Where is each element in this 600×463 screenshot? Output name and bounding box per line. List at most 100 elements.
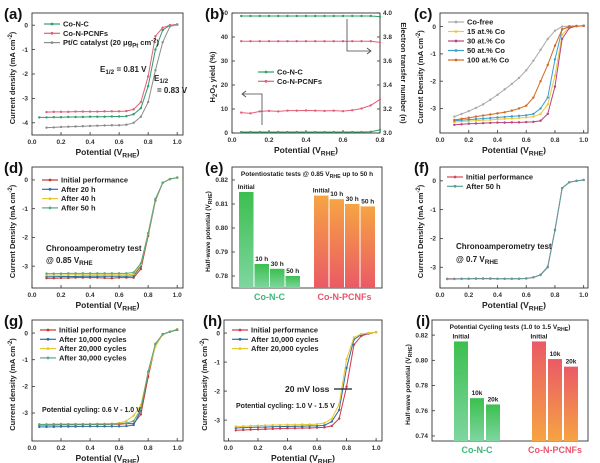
bar bbox=[564, 366, 578, 441]
x-tick-label: 0.4 bbox=[86, 139, 95, 146]
data-point bbox=[139, 267, 143, 271]
bar-label: Initial bbox=[238, 184, 255, 191]
data-point bbox=[330, 417, 333, 420]
y-tick-label: 10 bbox=[221, 106, 229, 113]
bar-label: 10k bbox=[550, 351, 561, 358]
data-point bbox=[517, 107, 521, 110]
data-point bbox=[560, 37, 564, 41]
bar-label: 10 h bbox=[330, 191, 343, 198]
data-point bbox=[474, 117, 478, 121]
data-point bbox=[510, 82, 514, 86]
annotation: = 0.83 V bbox=[157, 86, 188, 95]
data-point bbox=[249, 424, 252, 428]
data-point bbox=[314, 109, 317, 112]
y-tick-label: 0 bbox=[24, 330, 28, 337]
data-point bbox=[67, 425, 70, 428]
data-point bbox=[286, 109, 289, 112]
data-point bbox=[117, 115, 121, 118]
data-point bbox=[304, 109, 308, 112]
data-point bbox=[496, 118, 499, 121]
data-point bbox=[489, 121, 492, 125]
legend-marker bbox=[238, 328, 242, 332]
data-point bbox=[293, 423, 297, 426]
data-point bbox=[369, 104, 372, 107]
data-point bbox=[323, 424, 326, 427]
data-point bbox=[314, 14, 317, 18]
annotation: E1/2 = 0.81 V bbox=[100, 65, 147, 76]
data-point bbox=[264, 425, 267, 429]
data-point bbox=[110, 115, 114, 118]
legend-label: Initial performance bbox=[61, 176, 128, 185]
series-line bbox=[241, 40, 381, 43]
y-axis-right-label: Electron transfer number (n) bbox=[399, 22, 408, 124]
data-point bbox=[88, 423, 92, 426]
data-point bbox=[341, 109, 345, 113]
x-tick-label: 0.4 bbox=[301, 137, 310, 144]
data-point bbox=[67, 275, 70, 278]
y-tick-label: -1 bbox=[22, 47, 28, 54]
data-point bbox=[67, 272, 70, 275]
data-point bbox=[132, 108, 135, 111]
x-tick-label: 0.6 bbox=[115, 445, 124, 452]
bar bbox=[285, 275, 300, 288]
data-point bbox=[286, 14, 289, 18]
bar bbox=[270, 268, 285, 288]
data-point bbox=[103, 115, 106, 118]
data-point bbox=[67, 423, 70, 426]
data-point bbox=[496, 277, 499, 280]
data-point bbox=[467, 277, 470, 280]
y-tick-label: -2 bbox=[214, 388, 220, 395]
legend-marker bbox=[453, 175, 457, 179]
data-point bbox=[258, 14, 261, 18]
annotation: Chronoamperometry test bbox=[456, 242, 552, 251]
data-point bbox=[301, 423, 304, 426]
panel-label: (h) bbox=[203, 313, 222, 330]
data-point bbox=[553, 229, 557, 232]
data-point bbox=[175, 23, 179, 26]
series-co-n-pcnfs bbox=[240, 98, 382, 115]
bar-label: 30 h bbox=[271, 261, 284, 268]
data-point bbox=[154, 34, 157, 38]
data-point bbox=[38, 425, 41, 429]
legend-marker bbox=[48, 197, 52, 201]
y-right-tick-label: 4.0 bbox=[383, 10, 392, 17]
data-point bbox=[132, 274, 135, 278]
bar-label: Initial bbox=[531, 333, 548, 340]
data-point bbox=[45, 116, 48, 119]
data-point bbox=[52, 126, 55, 129]
data-point bbox=[74, 125, 77, 128]
data-point bbox=[267, 109, 271, 113]
legend-label: After 10,000 cycles bbox=[251, 335, 319, 344]
x-tick-label: 0.8 bbox=[144, 292, 153, 299]
series-pt-c-catalyst-20-g-pt-cm-2- bbox=[45, 23, 179, 129]
legend-marker bbox=[50, 41, 54, 44]
data-point bbox=[139, 262, 143, 265]
data-point bbox=[369, 14, 372, 18]
y-axis-label: Current density (mA cm-2) bbox=[8, 31, 17, 124]
data-point bbox=[117, 124, 121, 127]
data-point bbox=[503, 115, 506, 119]
bar-label: Initial bbox=[313, 188, 330, 195]
bar-label: Initial bbox=[453, 333, 470, 340]
data-point bbox=[474, 106, 478, 110]
data-point bbox=[352, 343, 356, 346]
data-point bbox=[45, 275, 48, 278]
data-point bbox=[59, 423, 63, 426]
data-point bbox=[256, 424, 260, 427]
y-tick-label: -3 bbox=[430, 264, 436, 271]
data-point bbox=[532, 96, 535, 99]
plot-frame bbox=[31, 166, 184, 289]
bar bbox=[360, 206, 375, 288]
data-point bbox=[460, 112, 463, 116]
data-point bbox=[168, 177, 172, 181]
x-tick-label: 0.6 bbox=[522, 292, 531, 299]
y-axis-label: Current density (mA cm-2) bbox=[8, 338, 17, 431]
data-point bbox=[546, 96, 549, 99]
y-right-tick-label: 3.6 bbox=[383, 58, 392, 65]
data-point bbox=[52, 110, 55, 114]
data-point bbox=[360, 14, 363, 18]
legend-marker bbox=[454, 49, 458, 52]
data-point bbox=[161, 26, 164, 29]
data-point bbox=[474, 122, 478, 125]
legend-label: Co-N-C bbox=[63, 20, 89, 29]
